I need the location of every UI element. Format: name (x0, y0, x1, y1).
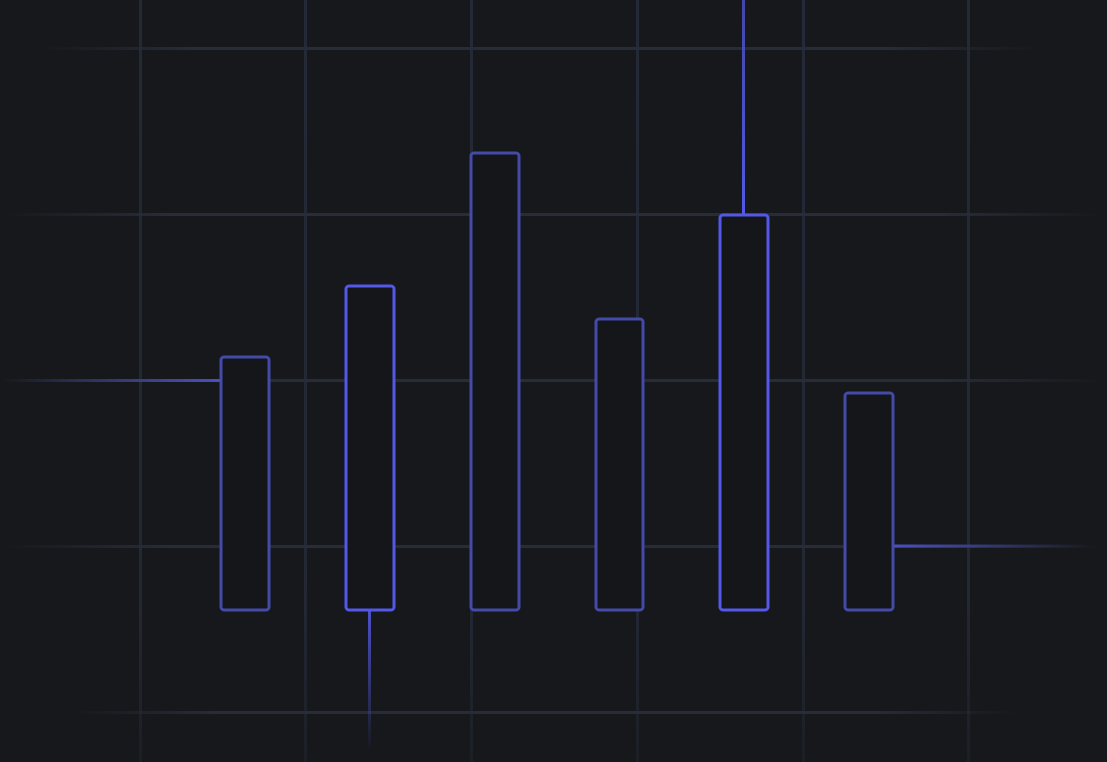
bar (843, 391, 895, 612)
grid-line (0, 545, 1107, 548)
grid-line (70, 711, 1020, 714)
bar (718, 213, 770, 612)
highlight-line (893, 544, 1093, 548)
bar (469, 151, 521, 612)
highlight-lines (0, 0, 1093, 752)
bars (219, 151, 895, 612)
bar (344, 284, 396, 612)
grid-line (0, 379, 1107, 382)
grid-line (0, 213, 1107, 216)
highlight-line (368, 610, 371, 752)
bar (219, 355, 271, 612)
bar (594, 317, 645, 612)
highlight-line (0, 379, 221, 382)
grid-line (40, 47, 1040, 50)
highlight-line (742, 0, 745, 216)
